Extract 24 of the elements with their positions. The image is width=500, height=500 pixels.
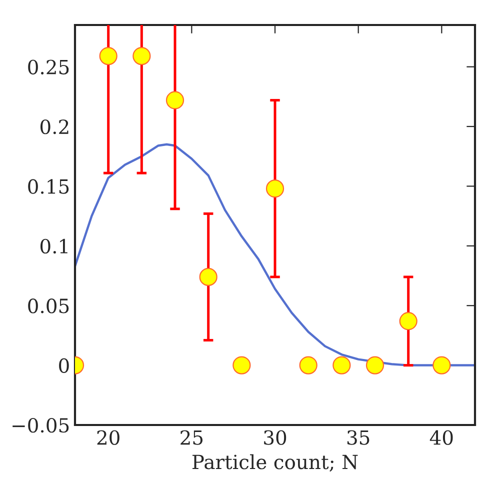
point: [199, 268, 218, 286]
y-tick-label: 0.2: [40, 119, 68, 134]
y-tick-label: 0.05: [28, 298, 69, 314]
x-tick-label: 20: [97, 430, 120, 445]
y-tick-label: 0: [59, 358, 69, 373]
x-tick-label: 40: [430, 430, 453, 445]
point: [266, 180, 284, 198]
y-tick-label: 0.25: [28, 60, 69, 74]
x-tick-label: 25: [180, 430, 203, 445]
y-tick-label: 0.15: [28, 179, 69, 194]
x-tick-label: 35: [347, 430, 370, 445]
point: [299, 356, 318, 374]
x-axis-title: Particle count; N: [192, 454, 358, 472]
y-tick-label: −0.05: [12, 418, 69, 433]
x-tick-label: 30: [264, 430, 286, 445]
y-tick-label: 0.1: [40, 238, 68, 254]
point: [132, 46, 151, 66]
point: [166, 91, 184, 110]
point: [232, 356, 251, 374]
point: [99, 46, 118, 66]
point: [399, 312, 418, 330]
point: [332, 356, 351, 374]
point: [366, 356, 384, 374]
point: [432, 356, 451, 374]
